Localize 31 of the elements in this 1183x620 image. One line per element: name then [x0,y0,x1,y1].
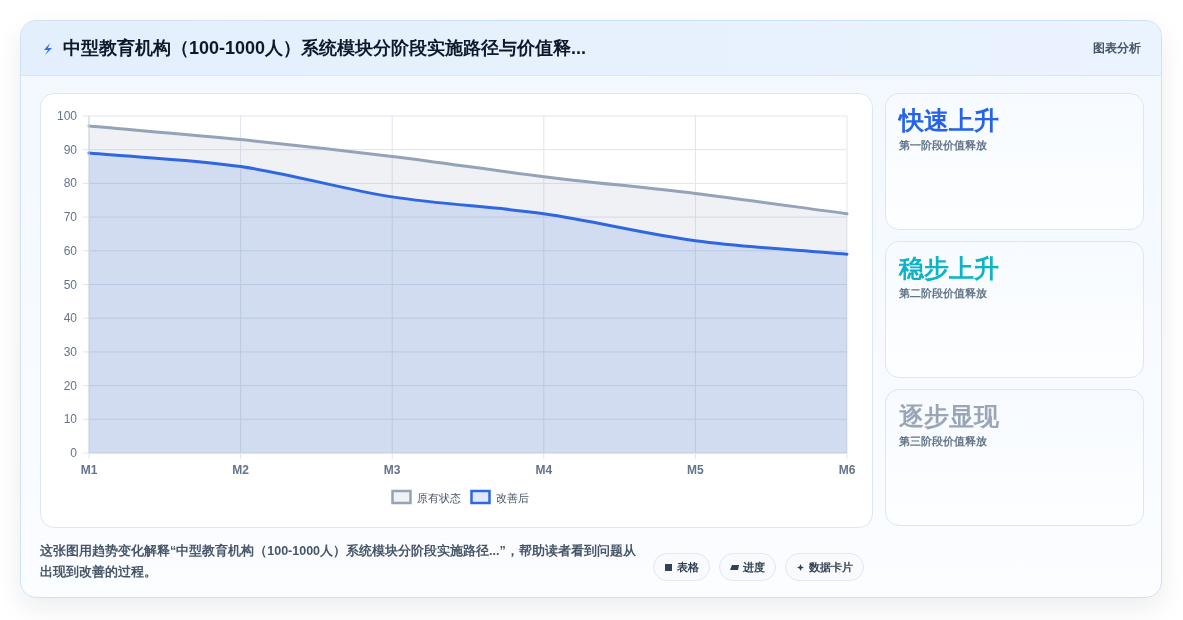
y-tick-label: 20 [63,378,78,393]
y-tick-label: 70 [63,210,78,225]
text: 数据卡片 [809,559,853,575]
text: 第一阶段价值释放 [899,138,987,153]
x-tick-label: M3 [383,463,401,477]
x-tick-label: M1 [80,463,98,477]
text: 进度 [743,559,765,575]
y-tick-label: 10 [63,412,78,427]
y-tick-label: 30 [63,344,78,359]
y-tick-label: 100 [56,109,78,123]
text: 稳步上升 [899,253,999,284]
y-tick-label: 0 [70,446,78,460]
text: 第二阶段价值释放 [899,286,987,301]
y-tick-label: 50 [63,277,78,292]
y-tick-label: 90 [63,142,78,157]
x-tick-label: M2 [232,463,250,477]
y-tick-label: 40 [63,311,78,326]
legend-label: 改善后 [495,491,529,504]
text: 这张图用趋势变化解释“中型教育机构（100-1000人）系统模块分阶段实施路径...”，帮助读者看到问题从出现到改善的过程。 [40,542,637,581]
y-tick-label: 80 [63,176,78,191]
text: 快速上升 [899,105,999,136]
text: 第三阶段价值释放 [899,434,987,449]
text: 图表分析 [1093,40,1141,57]
y-tick-label: 60 [63,243,78,258]
legend-label: 原有状态 [416,491,461,504]
x-tick-label: M5 [687,463,705,477]
x-tick-label: M6 [838,463,856,477]
x-tick-label: M4 [535,463,553,477]
chart-title: 中型教育机构（100-1000人）系统模块分阶段实施路径与价值释... [63,37,587,60]
text: 逐步显现 [899,401,999,432]
text: 表格 [677,559,699,575]
